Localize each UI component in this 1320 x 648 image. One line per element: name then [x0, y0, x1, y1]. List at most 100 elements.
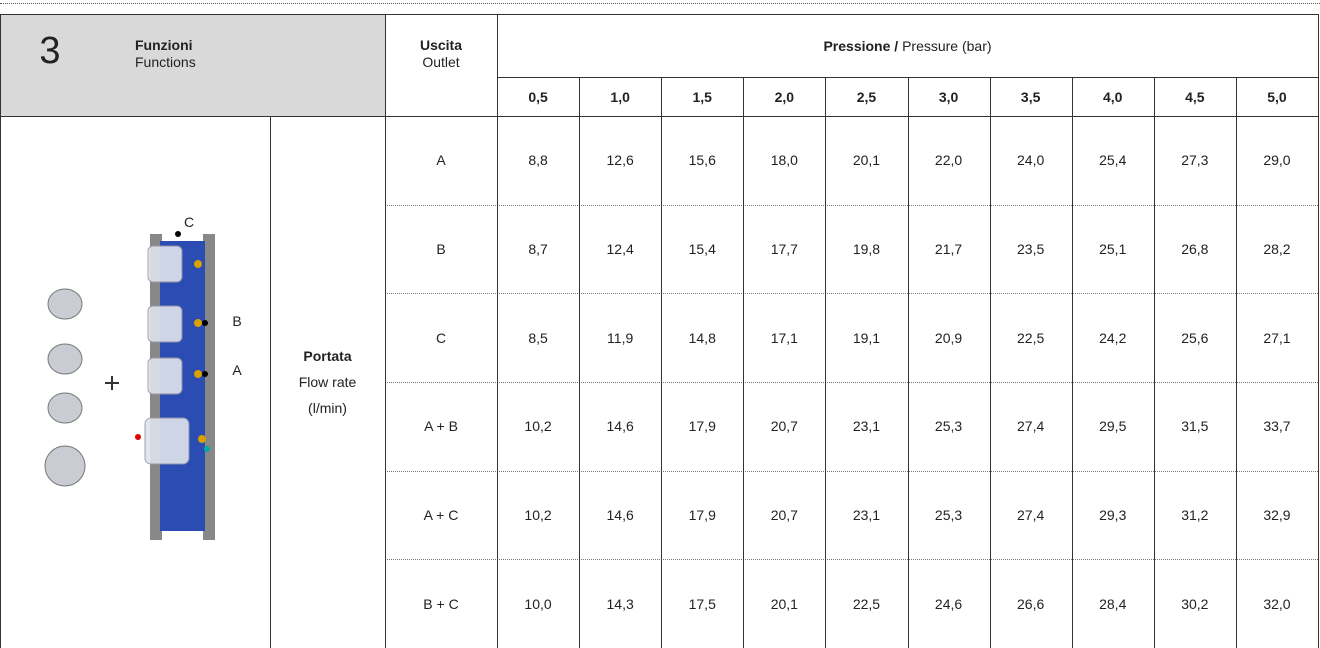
table-rule — [270, 116, 271, 648]
flow-value: 28,4 — [1099, 595, 1127, 612]
flow-value: 20,7 — [770, 506, 798, 523]
flow-value: 12,4 — [606, 240, 634, 257]
title: Uscita — [419, 37, 463, 53]
product-drawing — [44, 231, 215, 540]
pressure-header: 4,5 — [1185, 88, 1205, 105]
flow-value: 23,1 — [852, 506, 881, 523]
flow-value: 25,3 — [934, 506, 963, 523]
subtitle: Functions — [135, 54, 196, 70]
flow-value: 17,9 — [688, 506, 716, 523]
flow-value: 17,5 — [688, 595, 716, 612]
flow-value: 14,3 — [606, 595, 634, 612]
flow-value: 18,0 — [770, 152, 798, 169]
flow-value: 8,7 — [528, 240, 548, 257]
outlet-cell: A + B — [424, 418, 458, 435]
outlet-cell: B + C — [423, 595, 459, 612]
flow-value: 21,7 — [934, 240, 963, 257]
diagram-label: A — [232, 362, 242, 378]
row-divider — [385, 470, 1318, 472]
pressure-header: 2,0 — [774, 88, 795, 105]
flow-value: 8,5 — [528, 329, 548, 346]
diagram-label: C — [183, 214, 195, 230]
flow-value: 32,9 — [1263, 506, 1291, 523]
flow-value: 27,4 — [1017, 506, 1045, 523]
title: Funzioni — [135, 37, 193, 53]
title: Portata — [303, 348, 352, 364]
table-rule — [0, 14, 1, 648]
top-rule — [0, 3, 1320, 4]
flow-value: 25,4 — [1099, 152, 1127, 169]
table-rule — [743, 77, 745, 648]
function-number: 3 — [39, 29, 61, 72]
flow-value: 19,1 — [852, 329, 881, 346]
flow-value: 19,8 — [852, 240, 881, 257]
flow-value: 15,4 — [688, 240, 716, 257]
flow-value: 15,6 — [688, 152, 716, 169]
outlet-subtitle: Outlet — [385, 53, 497, 71]
flow-value: 20,1 — [770, 595, 798, 612]
pressure-header: 3,0 — [938, 88, 959, 105]
title-bold: Pressione / — [823, 37, 899, 54]
flow-value: 31,5 — [1181, 418, 1209, 435]
flow-value: 24,0 — [1017, 152, 1045, 169]
flow-value: 20,1 — [852, 152, 881, 169]
flow-value: 29,5 — [1099, 418, 1127, 435]
flow-value: 14,6 — [606, 506, 634, 523]
table-rule — [661, 77, 663, 648]
flow-value: 14,8 — [688, 329, 716, 346]
flow-value: 14,6 — [606, 418, 634, 435]
pressure-header: 3,5 — [1020, 88, 1041, 105]
flow-value: 17,1 — [770, 329, 798, 346]
flow-value: 20,9 — [934, 329, 963, 346]
flow-value: 11,9 — [607, 329, 634, 346]
flow-value: 25,6 — [1181, 329, 1209, 346]
flow-value: 22,5 — [852, 595, 881, 612]
table-rule — [1153, 77, 1155, 648]
row-divider — [385, 559, 1318, 561]
flow-value: 28,2 — [1263, 240, 1291, 257]
table-rule — [1318, 14, 1319, 648]
diagram-label: B — [232, 313, 242, 329]
function-header — [0, 14, 385, 116]
table-rule — [385, 14, 386, 648]
function-subtitle: Functions — [135, 53, 255, 71]
flow-value: 10,2 — [524, 506, 552, 523]
row-divider — [385, 382, 1318, 383]
table-rule — [579, 77, 581, 648]
outlet-title: Uscita — [385, 36, 497, 54]
row-divider — [385, 293, 1318, 295]
flow-value: 10,2 — [524, 418, 552, 435]
flow-value: 27,1 — [1263, 329, 1291, 346]
outlet-cell: A + C — [423, 506, 459, 523]
flow-value: 26,8 — [1181, 240, 1209, 257]
flow-value: 25,1 — [1099, 240, 1127, 257]
flow-value: 32,0 — [1263, 595, 1291, 612]
table-rule — [1235, 77, 1237, 648]
outlet-cell: A — [436, 152, 446, 169]
flow-value: 10,0 — [524, 595, 552, 612]
flow-value: 24,2 — [1099, 329, 1127, 346]
flow-rate-label: Portata Flow rate (l/min) — [270, 116, 385, 648]
pressure-header: 5,0 — [1267, 88, 1287, 105]
flow-value: 26,6 — [1017, 595, 1045, 612]
outlet-cell: B — [436, 240, 446, 257]
pressure-title: Pressione / Pressure (bar) — [497, 14, 1318, 77]
flow-value: 29,3 — [1099, 506, 1127, 523]
table-rule — [825, 77, 827, 648]
flow-value: 22,5 — [1017, 329, 1045, 346]
table-rule — [497, 14, 498, 648]
flow-value: 23,5 — [1017, 240, 1045, 257]
unit: (l/min) — [308, 400, 347, 416]
table-rule — [0, 14, 1318, 15]
flow-value: 29,0 — [1263, 152, 1291, 169]
table-rule — [989, 77, 991, 648]
table-rule — [907, 77, 909, 648]
flow-value: 8,8 — [528, 152, 548, 169]
flow-value: 17,9 — [688, 418, 716, 435]
flow-value: 17,7 — [770, 240, 798, 257]
pressure-header: 2,5 — [856, 88, 877, 105]
pressure-header: 4,0 — [1103, 88, 1123, 105]
subtitle: Flow rate — [298, 374, 357, 390]
pressure-header: 0,5 — [528, 88, 548, 105]
